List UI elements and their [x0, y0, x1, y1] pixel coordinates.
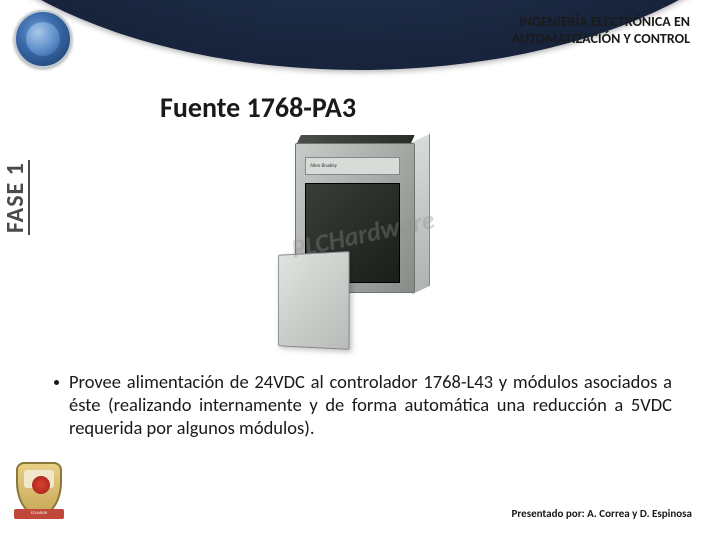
- slide-title: Fuente 1768-PA3: [160, 90, 356, 125]
- phase-label: FASE 1: [4, 160, 30, 235]
- device-door: [278, 251, 349, 350]
- bullet-dot-icon: [54, 380, 59, 385]
- header-line-2: AUTOMATIZACIÓN Y CONTROL: [512, 31, 690, 48]
- institution-logo-top: [14, 10, 72, 68]
- shield-ribbon: ECUADOR: [14, 509, 64, 519]
- bullet-text: Provee alimentación de 24VDC al controla…: [69, 370, 672, 439]
- shield-icon: ECUADOR: [16, 462, 62, 516]
- bullet-item: Provee alimentación de 24VDC al controla…: [54, 370, 672, 439]
- header-subtitle: INGENIERÍA ELECTRÓNICA EN AUTOMATIZACIÓN…: [512, 14, 690, 48]
- header-line-1: INGENIERÍA ELECTRÓNICA EN: [512, 14, 690, 31]
- bullet-section: Provee alimentación de 24VDC al controla…: [54, 370, 672, 439]
- product-image: Allen-Bradley PLCHardware: [225, 130, 495, 355]
- power-supply-device: Allen-Bradley PLCHardware: [270, 143, 450, 343]
- device-brand-label: Allen-Bradley: [305, 157, 400, 175]
- footer-credits: Presentado por: A. Correa y D. Espinosa: [512, 507, 692, 520]
- institution-logo-bottom: ECUADOR: [12, 462, 66, 522]
